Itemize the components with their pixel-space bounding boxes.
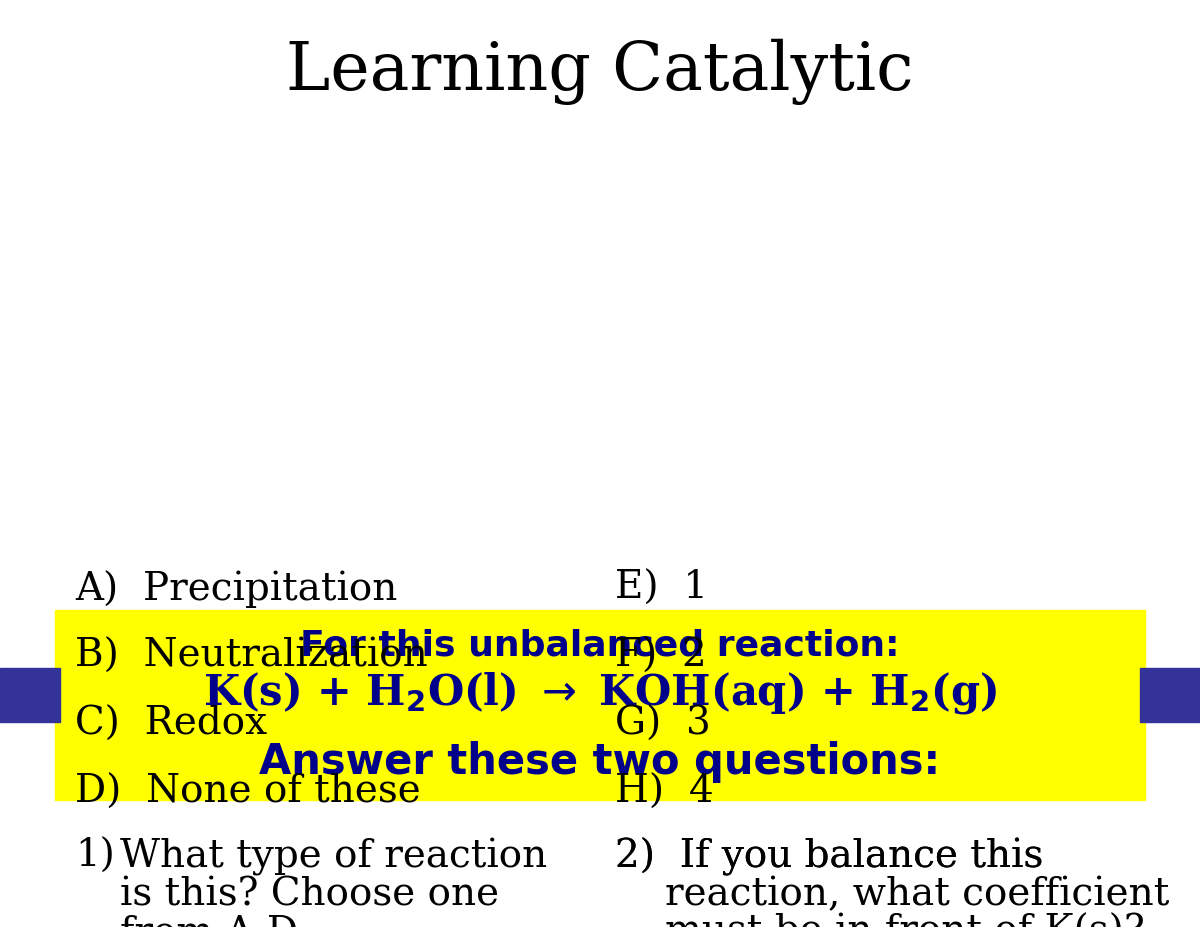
- Text: 2)  If you balance this: 2) If you balance this: [616, 838, 1043, 876]
- Text: K(s) + H$_\mathbf{2}$O(l) $\rightarrow$ KOH(aq) + H$_\mathbf{2}$(g): K(s) + H$_\mathbf{2}$O(l) $\rightarrow$ …: [203, 670, 997, 716]
- Text: reaction, what coefficient: reaction, what coefficient: [665, 876, 1169, 913]
- Text: F)  2: F) 2: [616, 638, 707, 675]
- Bar: [0, 668, 60, 722]
- Text: C)  Redox: C) Redox: [74, 706, 268, 743]
- Text: must be in front of K(s)?: must be in front of K(s)?: [665, 914, 1145, 927]
- Text: D)  None of these: D) None of these: [74, 774, 421, 811]
- Text: Learning Catalytic: Learning Catalytic: [287, 39, 913, 105]
- Text: For this unbalanced reaction:: For this unbalanced reaction:: [300, 628, 900, 662]
- Text: E)  1: E) 1: [616, 570, 708, 607]
- Text: 2)  If you balance this: 2) If you balance this: [616, 838, 1043, 876]
- Text: What type of reaction: What type of reaction: [120, 838, 547, 876]
- Bar: [1140, 668, 1200, 722]
- Text: 1): 1): [74, 838, 115, 875]
- Bar: [55, 610, 1145, 800]
- Text: Answer these two questions:: Answer these two questions:: [259, 741, 941, 783]
- Text: H)  4: H) 4: [616, 774, 714, 811]
- Text: B)  Neutralization: B) Neutralization: [74, 638, 427, 675]
- Text: is this? Choose one: is this? Choose one: [120, 876, 499, 913]
- Text: A)  Precipitation: A) Precipitation: [74, 570, 397, 608]
- Text: from A-D.: from A-D.: [120, 914, 308, 927]
- Text: G)  3: G) 3: [616, 706, 710, 743]
